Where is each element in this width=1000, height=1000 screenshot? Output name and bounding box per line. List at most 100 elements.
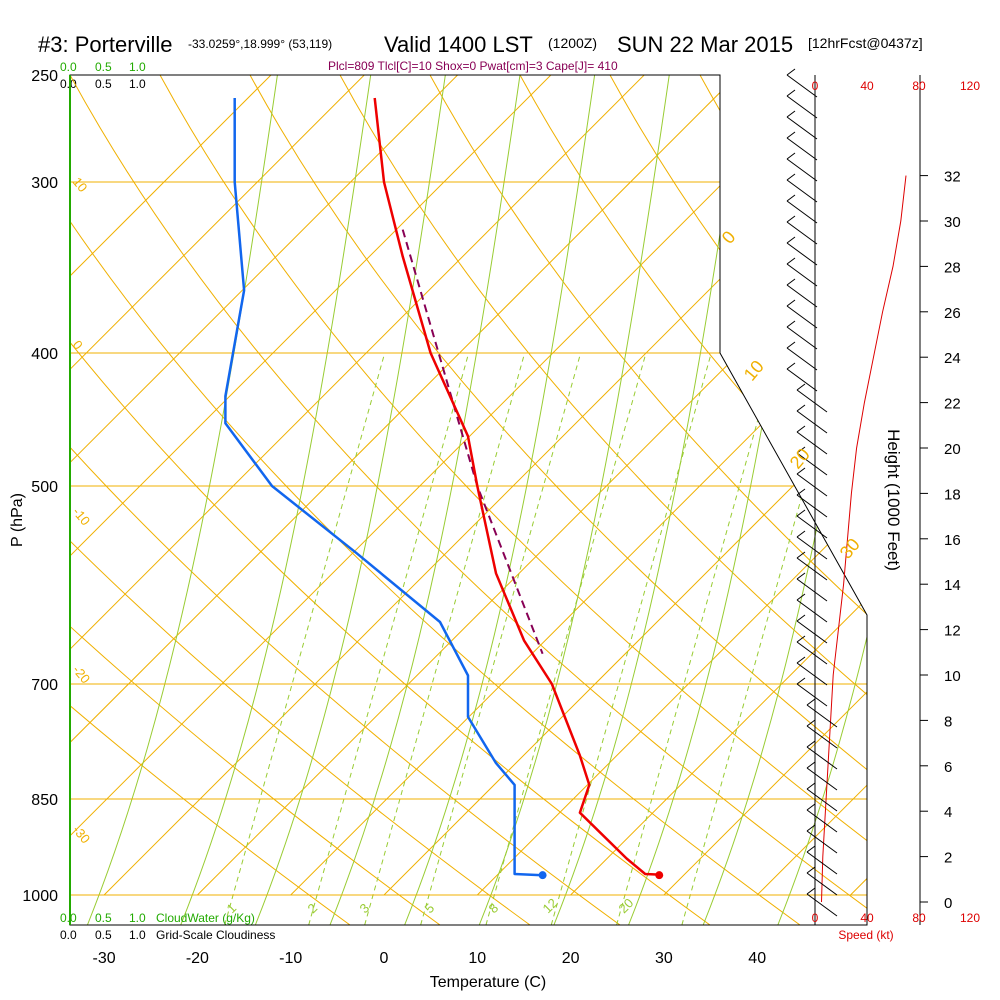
dry-adiabat [339,75,867,925]
cloudwater-tick: 1.0 [129,60,146,74]
wind-barb-flag [796,614,806,622]
wind-barb-flag [786,89,796,97]
cloudwater-label: CloudWater (g/Kg) [156,911,255,925]
wind-barb-flag [786,299,796,307]
cloudiness-label: Grid-Scale Cloudiness [156,928,275,942]
x-tick-label: 40 [748,950,766,967]
dry-adiabat [70,75,441,925]
cloud-scale-top: 0.0 0.5 1.0 0.0 0.5 1.0 [60,60,146,91]
pressure-tick-label: 1000 [22,888,58,905]
temperature-trace [373,97,660,876]
isotherm-line [70,75,645,896]
wind-barb-flag [786,341,796,349]
wind-barb [796,389,828,413]
wind-barb [786,179,818,203]
x-axis-title: Temperature (C) [430,974,546,991]
isotherm-line [663,75,867,896]
wind-barb [786,116,818,140]
wind-barb [786,284,818,308]
height-tick-label: 32 [944,169,961,186]
wind-barb [786,74,818,98]
height-tick-label: 8 [944,713,952,730]
wind-barb-flag [786,131,796,139]
moist-adiabat [404,75,596,925]
speed-tick-bottom: 80 [912,911,926,925]
wind-barb [796,494,828,518]
wind-barb [806,809,838,833]
wind-barb-flag [806,887,816,895]
wind-barb-flag [796,656,806,664]
station-title: #3: Porterville [38,32,173,57]
dry-adiabat-label: 10 [70,174,91,195]
height-tick-label: 20 [944,441,961,458]
height-tick-label: 2 [944,850,952,867]
wind-barb-flag [806,719,816,727]
isotherm-line [197,75,867,896]
wind-barb [806,872,838,896]
isotherm-line [70,75,867,896]
wind-barb-flag [786,215,796,223]
speed-tick-top: 80 [912,79,926,93]
dry-adiabat-label: -10 [70,504,94,528]
wind-barb [796,452,828,476]
moist-adiabat [478,75,670,925]
dry-adiabat [70,75,621,925]
wind-barb [796,641,828,665]
wind-barb [786,242,818,266]
wind-barb-flag [786,110,796,118]
wind-barb-flag [796,425,806,433]
wind-barb-flag [796,593,806,601]
moist-adiabat [254,75,446,925]
dry-adiabat [70,75,531,925]
isotherm-line [70,75,867,896]
speed-tick-top: 40 [860,79,874,93]
wind-barb-flag [806,866,816,874]
wind-barb [806,767,838,791]
wind-barb-flag [796,404,806,412]
wind-barb [806,746,838,770]
speed-tick-top: 120 [960,79,980,93]
wind-barb-flag [796,677,806,685]
wind-barbs [786,68,838,917]
dry-adiabat [70,75,351,925]
speed-label: Speed (kt) [838,928,893,942]
isotherm-line [70,75,738,896]
wind-barb-flag [796,488,806,496]
dry-adiabat [70,75,711,925]
height-axis-title: Height (1000 Feet) [884,429,903,571]
isotherm-line [70,75,832,896]
dry-adiabat-label: 0 [70,337,86,352]
wind-barb [786,200,818,224]
speed-tick-bottom: 40 [860,911,874,925]
wind-barb-flag [786,152,796,160]
wind-barb-flag [806,761,816,769]
height-tick-label: 10 [944,668,961,685]
isotherm-line [70,75,552,896]
dry-adiabat [70,75,801,925]
wind-barb [806,704,838,728]
speed-tick-top: 0 [812,79,819,93]
wind-barb [796,515,828,539]
isotherm-line [70,75,867,896]
wind-barb-flag [806,824,816,832]
cloudwater-tick: 0.5 [95,911,112,925]
wind-barb-flag [786,173,796,181]
wind-barb-flag [796,572,806,580]
wind-barb [786,158,818,182]
dry-adiabat [159,75,867,925]
height-tick-label: 12 [944,623,961,640]
x-tick-label: -10 [279,950,302,967]
wind-barb-flag [796,509,806,517]
wind-barb-flag [796,446,806,454]
speed-scale: 0 40 80 120 0 40 80 120 Speed (kt) [812,79,981,942]
dewpoint-trace [224,98,543,877]
mixing-ratio-line [485,352,647,925]
height-tick-label: 26 [944,305,961,322]
wind-barb [806,893,838,917]
moist-adiabat [180,75,372,925]
wind-barb [806,788,838,812]
wind-barb [806,725,838,749]
pressure-tick-label: 400 [31,346,58,363]
parcel-trace [401,229,544,655]
cloudwater-tick: 0.0 [60,60,77,74]
